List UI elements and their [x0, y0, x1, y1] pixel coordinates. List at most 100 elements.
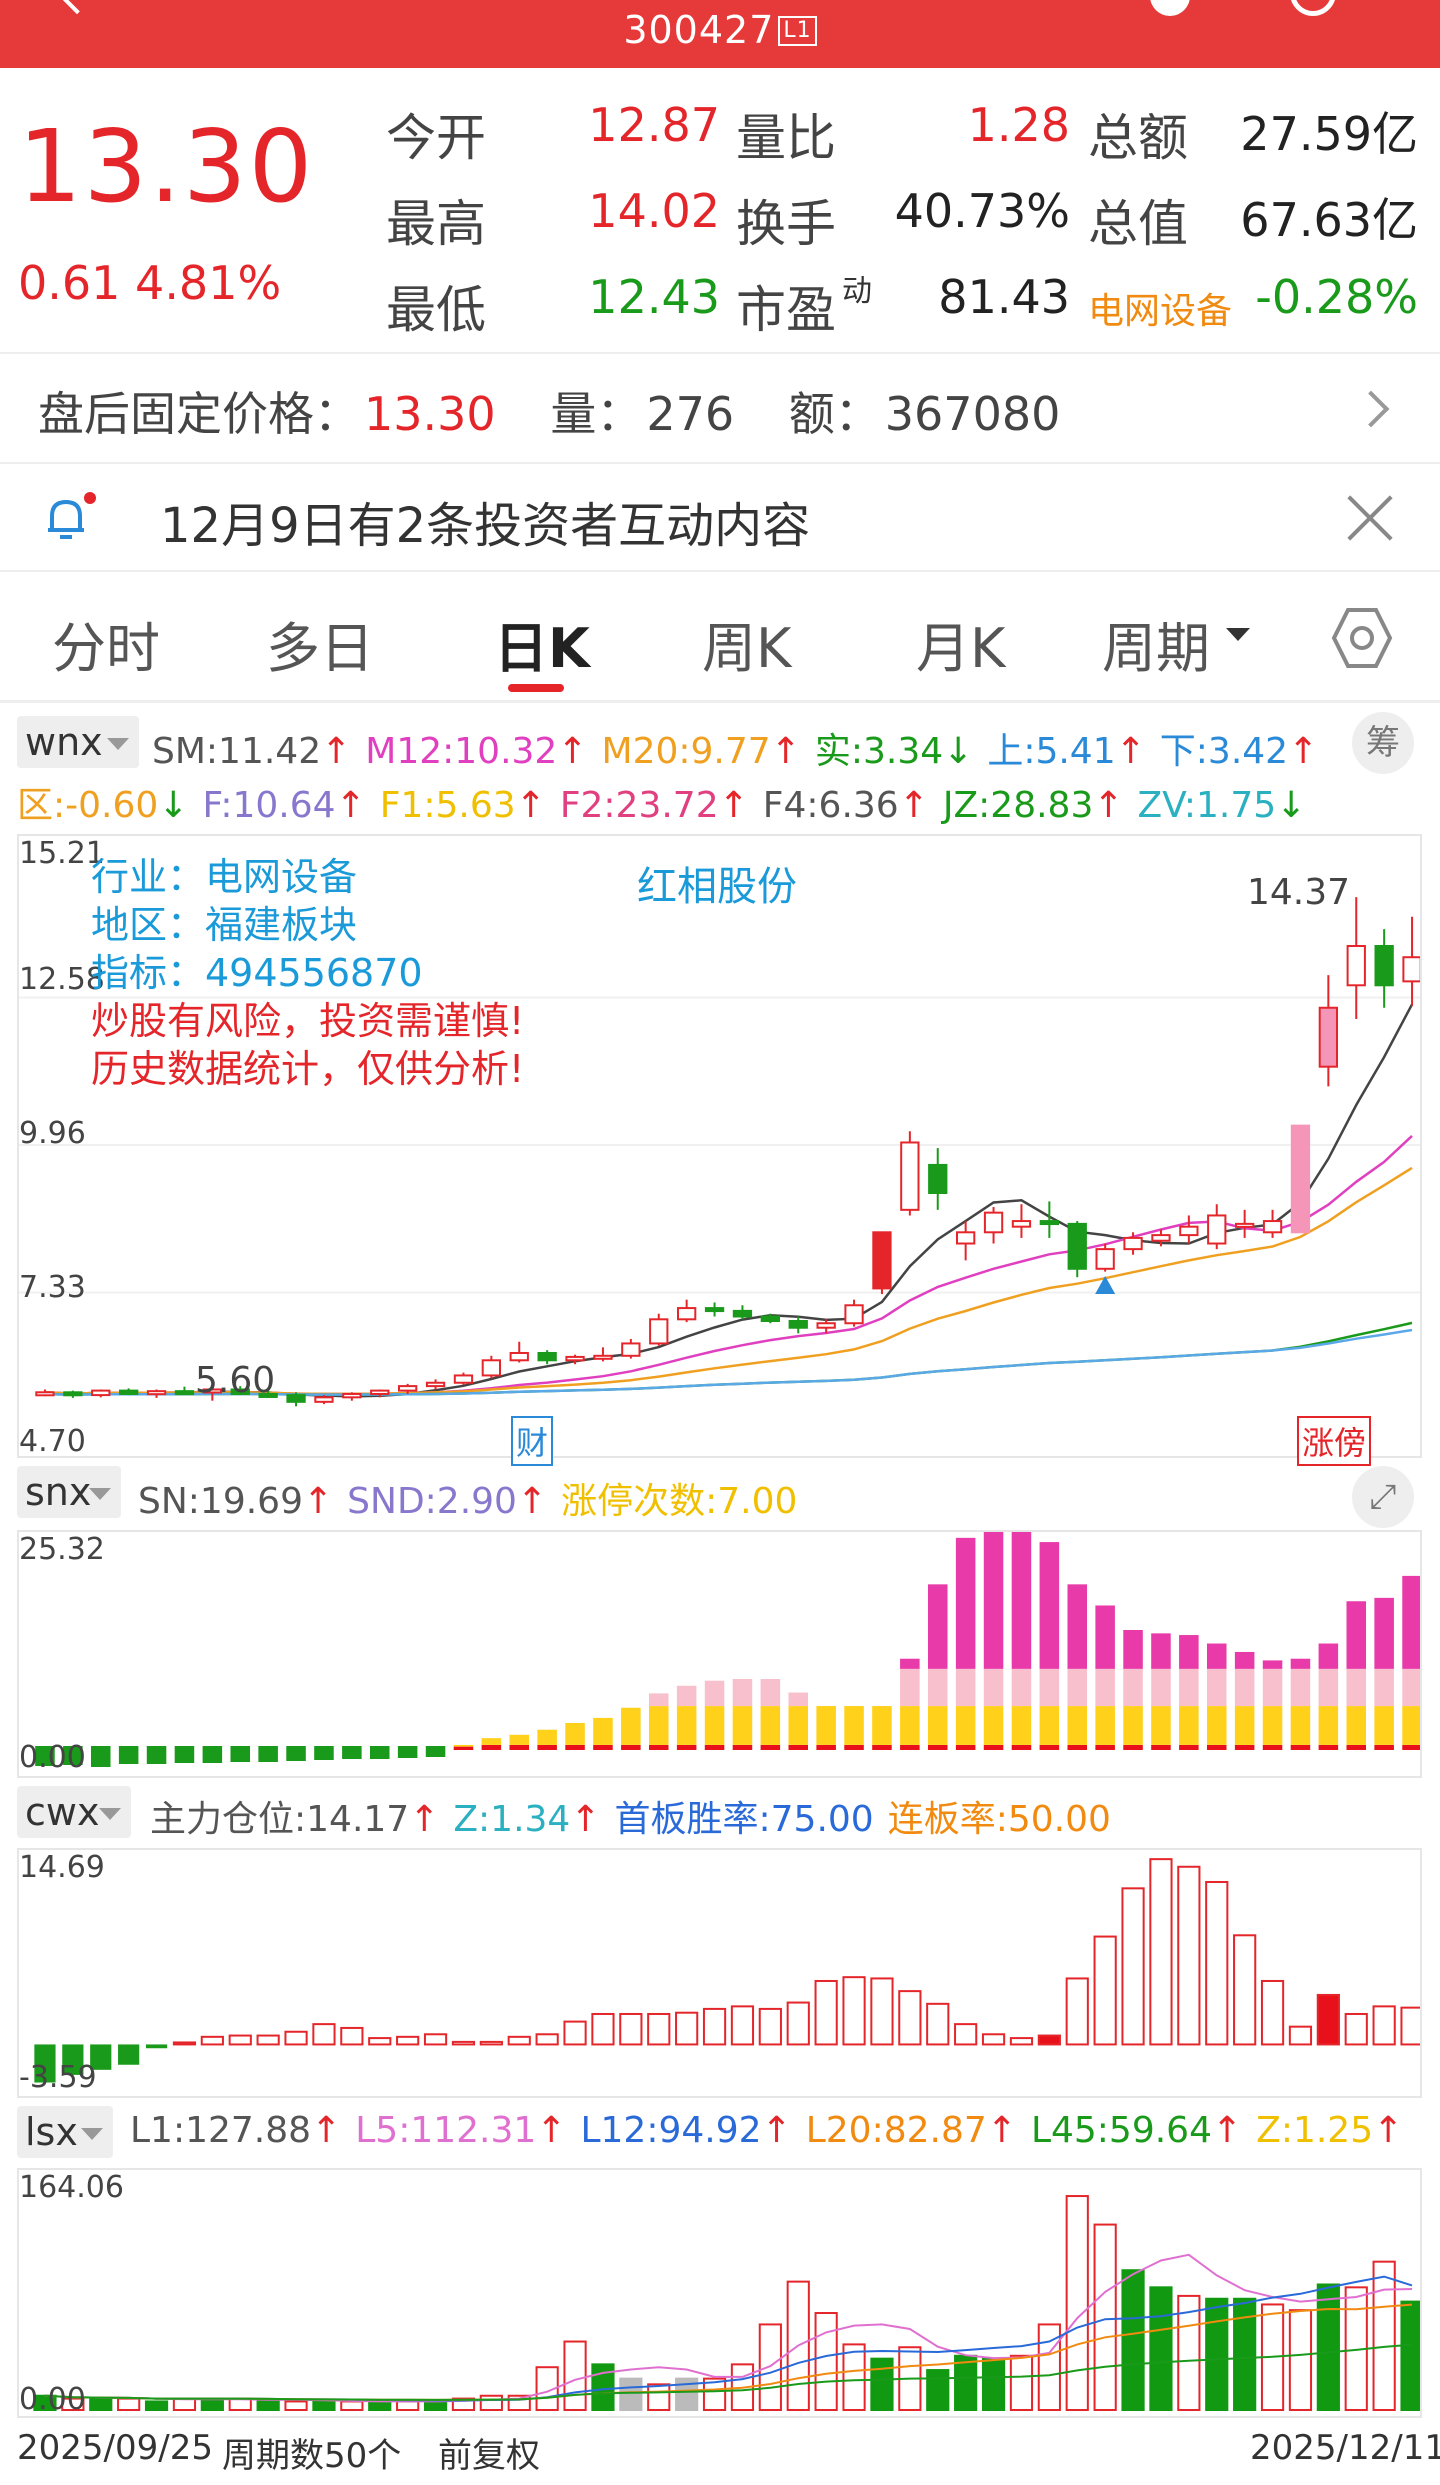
snx-bar-segment	[927, 1584, 948, 1669]
candle-body	[760, 1315, 780, 1322]
snx-panel[interactable]: 25.32 0.00	[17, 1508, 1422, 1778]
low-label: 5.60	[195, 1360, 276, 1401]
tab-3[interactable]: 周K	[702, 617, 792, 680]
indicator-value-text: SN:19.69	[138, 1481, 303, 1522]
cwx-indicator-button[interactable]: cwx	[17, 1786, 131, 1838]
top-bar: 300427 L1	[0, 0, 1440, 68]
chips-button[interactable]: 筹	[1352, 712, 1414, 774]
kline-panel[interactable]: 15.21 12.58 9.96 7.33 4.70 行业：电网设备 地区：福建…	[17, 834, 1422, 1466]
candle-body	[816, 1322, 836, 1329]
alert-icon[interactable]	[1150, 0, 1190, 16]
close-icon[interactable]	[1344, 490, 1396, 542]
cwx-bar	[1065, 1977, 1089, 2046]
indicator-value: L5:112.31↑	[355, 2110, 566, 2151]
lsx-panel[interactable]: 164.06 0.00	[17, 2168, 1424, 2418]
cwx-panel[interactable]: 14.69 -3.59	[17, 1848, 1424, 2098]
lsx-indicator-button[interactable]: lsx	[17, 2106, 113, 2158]
arrow-up-icon: ↑	[986, 2110, 1017, 2151]
wnx-values-row2: 区:-0.60↓ F:10.64↑ F1:5.63↑ F2:23.72↑ F4:6.36…	[17, 776, 1320, 828]
tab-1[interactable]: 多日	[266, 617, 374, 680]
candle-body	[174, 1390, 195, 1396]
quote-label: 换手	[736, 195, 836, 253]
snx-bar-segment	[565, 1722, 585, 1745]
snx-chart	[35, 1508, 1422, 1767]
settings-hex-icon[interactable]	[1330, 606, 1394, 670]
lsx-bar	[368, 2400, 392, 2411]
after-hours-row[interactable]: 盘后固定价格：13.30 量：276 额：367080	[38, 378, 1064, 444]
tab-2[interactable]: 日K	[494, 617, 590, 680]
snx-neg-bar	[230, 1746, 251, 1762]
snx-bar-segment	[1402, 1575, 1422, 1669]
cwx-values-row: 主力仓位:14.17↑ Z:1.34↑ 首板胜率:75.00 连板率:50.00	[150, 1790, 1125, 1842]
snx-bar-segment	[1346, 1744, 1367, 1750]
arrow-up-icon: ↑	[321, 731, 352, 772]
y-tick: 4.70	[19, 1424, 86, 1459]
snx-bar-segment	[1206, 1668, 1227, 1707]
candle-body	[872, 1231, 892, 1290]
lsx-bar	[758, 2323, 782, 2411]
snx-neg-bar	[397, 1746, 418, 1758]
snx-neg-bar	[63, 1746, 83, 1765]
snx-bar-segment	[1206, 1706, 1227, 1745]
indicator-value: M12:10.32↑	[365, 731, 587, 772]
candle-body	[63, 1391, 83, 1397]
wnx-indicator-button[interactable]: wnx	[17, 716, 139, 768]
lsx-bar	[619, 2377, 643, 2411]
candle-body	[1374, 944, 1394, 987]
snx-bar-segment	[872, 1744, 892, 1750]
cwx-bar	[1400, 2006, 1424, 2046]
candle-body	[900, 1141, 920, 1211]
candle-body	[844, 1304, 864, 1325]
cwx-neg-bar	[118, 2044, 140, 2065]
lsx-bar	[451, 2397, 476, 2411]
tab-4[interactable]: 月K	[916, 617, 1006, 680]
dropdown-caret-icon[interactable]	[1226, 628, 1250, 641]
snx-bar-segment	[648, 1744, 669, 1750]
tab-5[interactable]: 周期	[1102, 617, 1210, 680]
expand-icon[interactable]: ⤢	[1352, 1466, 1414, 1528]
snx-bar-segment	[1374, 1668, 1394, 1707]
lsx-bar	[563, 2340, 587, 2412]
cwx-bar	[172, 2041, 197, 2046]
tab-0[interactable]: 分时	[52, 617, 160, 680]
chevron-right-icon[interactable]	[1352, 390, 1390, 428]
snx-bar-segment	[788, 1706, 809, 1745]
region-label: 地区：福建板块	[91, 903, 358, 947]
candle-body	[35, 1391, 55, 1397]
indicator-value-text: 连板率:50.00	[887, 1799, 1111, 1840]
cwx-bar	[926, 2002, 950, 2046]
snx-neg-bar	[314, 1746, 334, 1760]
candle-body	[537, 1351, 557, 1362]
adjust-mode[interactable]: 前复权	[438, 2436, 540, 2476]
y-tick: 9.96	[19, 1116, 86, 1151]
cwx-bar	[1009, 2037, 1034, 2046]
arrow-up-icon: ↑	[515, 785, 546, 826]
finance-tag[interactable]: 财	[511, 1416, 554, 1466]
notice-text[interactable]: 12月9日有2条投资者互动内容	[160, 498, 811, 554]
snx-bar-segment	[1123, 1744, 1143, 1750]
candle-body	[704, 1307, 725, 1313]
quote-value: 27.59亿	[1240, 107, 1418, 161]
lsx-bar	[535, 2366, 559, 2411]
limit-up-tag[interactable]: 涨傍	[1297, 1416, 1372, 1466]
history-warning: 历史数据统计，仅供分析!	[91, 1047, 525, 1091]
arrow-up-icon: ↑	[770, 731, 801, 772]
sector-change: -0.28%	[1255, 270, 1418, 324]
indicator-value-text: 涨停次数:7.00	[561, 1481, 798, 1522]
lsx-bar	[675, 2377, 699, 2411]
indicator-value: L20:82.87↑	[806, 2110, 1017, 2151]
lsx-bar	[954, 2354, 978, 2412]
snx-bar-segment	[1234, 1744, 1255, 1750]
cwx-bar	[1233, 1934, 1257, 2046]
indicator-value-text: JZ:28.83	[942, 785, 1094, 826]
lsx-bar	[591, 2363, 615, 2411]
snx-bar-segment	[927, 1706, 948, 1745]
kline-chart	[19, 897, 1422, 1407]
snx-indicator-button[interactable]: snx	[17, 1466, 121, 1518]
indicator-value: 连板率:50.00	[888, 1799, 1111, 1840]
cwx-bar	[1205, 1880, 1229, 2046]
quote-value: 14.02	[588, 184, 720, 238]
snx-bar-segment	[900, 1706, 920, 1745]
snx-bar-segment	[1039, 1542, 1060, 1669]
snx-bar-segment	[955, 1537, 976, 1669]
